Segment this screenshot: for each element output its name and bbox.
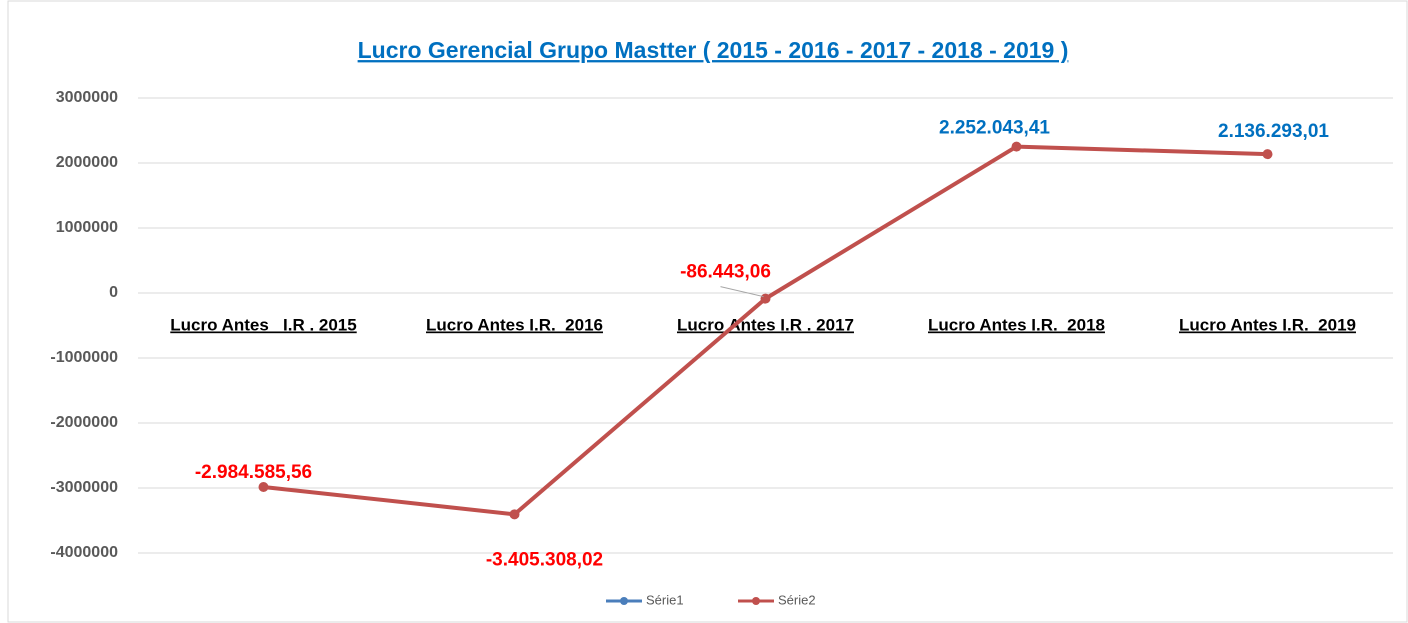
y-tick-label: 2000000 xyxy=(56,154,118,171)
data-point xyxy=(509,509,520,520)
leader-line xyxy=(720,286,764,298)
data-point xyxy=(1011,141,1022,152)
legend-label: Série1 xyxy=(646,592,684,607)
y-tick-label: -3000000 xyxy=(50,479,118,496)
data-point xyxy=(258,481,269,492)
y-tick-label: -1000000 xyxy=(50,349,118,366)
data-label: -2.984.585,56 xyxy=(195,462,312,483)
y-tick-label: -4000000 xyxy=(50,544,118,561)
x-tick-label: Lucro Antes I.R . 2017 xyxy=(677,315,854,334)
data-point xyxy=(1262,149,1273,160)
y-tick-label: -2000000 xyxy=(50,414,118,431)
y-tick-label: 1000000 xyxy=(56,219,118,236)
legend-label: Série2 xyxy=(778,592,816,607)
y-tick-label: 3000000 xyxy=(56,89,118,106)
x-tick-label: Lucro Antes I.R. 2019 xyxy=(1179,315,1356,334)
x-tick-label: Lucro Antes I.R . 2015 xyxy=(170,315,356,334)
y-tick-label: 0 xyxy=(109,284,118,301)
chart-title: Lucro Gerencial Grupo Mastter ( 2015 - 2… xyxy=(358,37,1069,63)
data-label: -86.443,06 xyxy=(680,262,771,283)
chart-border xyxy=(7,0,1408,623)
data-label: -3.405.308,02 xyxy=(486,549,603,570)
legend-marker xyxy=(752,597,760,605)
data-label: 2.136.293,01 xyxy=(1218,121,1329,142)
data-label: 2.252.043,41 xyxy=(939,118,1050,139)
x-tick-label: Lucro Antes I.R. 2018 xyxy=(928,315,1105,334)
data-point xyxy=(760,293,771,304)
x-tick-label: Lucro Antes I.R. 2016 xyxy=(426,315,603,334)
legend-marker xyxy=(620,597,628,605)
